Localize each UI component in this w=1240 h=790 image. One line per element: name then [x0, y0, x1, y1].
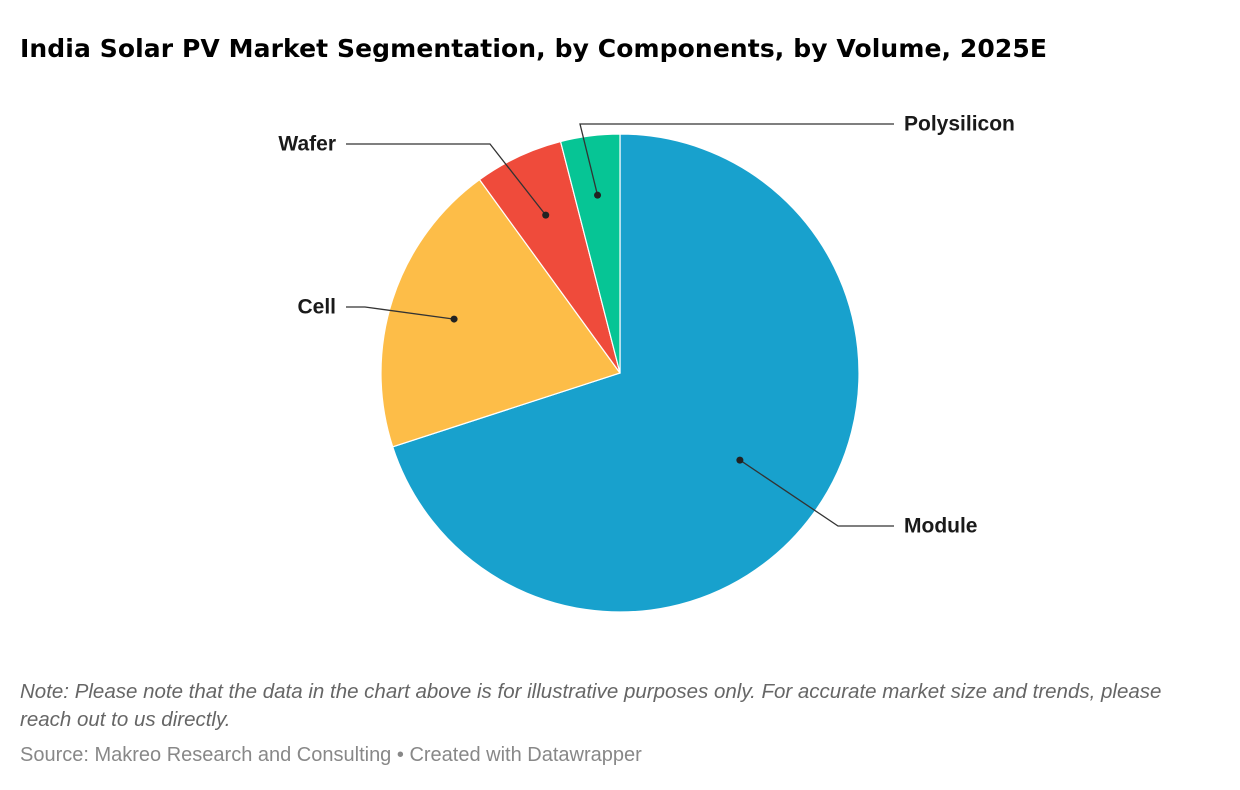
- slice-label-wafer: Wafer: [278, 133, 336, 156]
- source-line: Source: Makreo Research and Consulting •…: [20, 744, 642, 767]
- leader-line-wafer: [346, 143, 547, 216]
- slice-labels: Module Cell Wafer Polysilicon: [278, 113, 1014, 538]
- leader-dot-cell: [450, 315, 458, 323]
- leader-line-module: [739, 459, 894, 527]
- leader-dot-module: [736, 456, 744, 464]
- leader-dot-wafer: [542, 211, 550, 219]
- chart-note: Note: Please note that the data in the c…: [20, 680, 1162, 731]
- pie-slice-cell[interactable]: [380, 178, 621, 448]
- pie-chart: Module Cell Wafer Polysilicon: [278, 113, 1015, 613]
- leader-line-polysilicon: [579, 123, 894, 196]
- slice-label-module: Module: [904, 515, 978, 538]
- pie-slice-module[interactable]: [391, 133, 860, 613]
- slice-label-polysilicon: Polysilicon: [904, 113, 1015, 136]
- leader-dot-polysilicon: [594, 191, 602, 199]
- slice-label-cell: Cell: [297, 296, 336, 319]
- label-leaders: [346, 123, 894, 527]
- chart-title: India Solar PV Market Segmentation, by C…: [20, 34, 1048, 63]
- leader-line-cell: [346, 306, 455, 320]
- source-separator: •: [396, 744, 404, 766]
- source-text: Source: Makreo Research and Consulting: [20, 744, 392, 766]
- datawrapper-credit[interactable]: Created with Datawrapper: [409, 744, 642, 766]
- pie-slice-polysilicon[interactable]: [559, 133, 621, 374]
- pie-slices: [380, 133, 860, 613]
